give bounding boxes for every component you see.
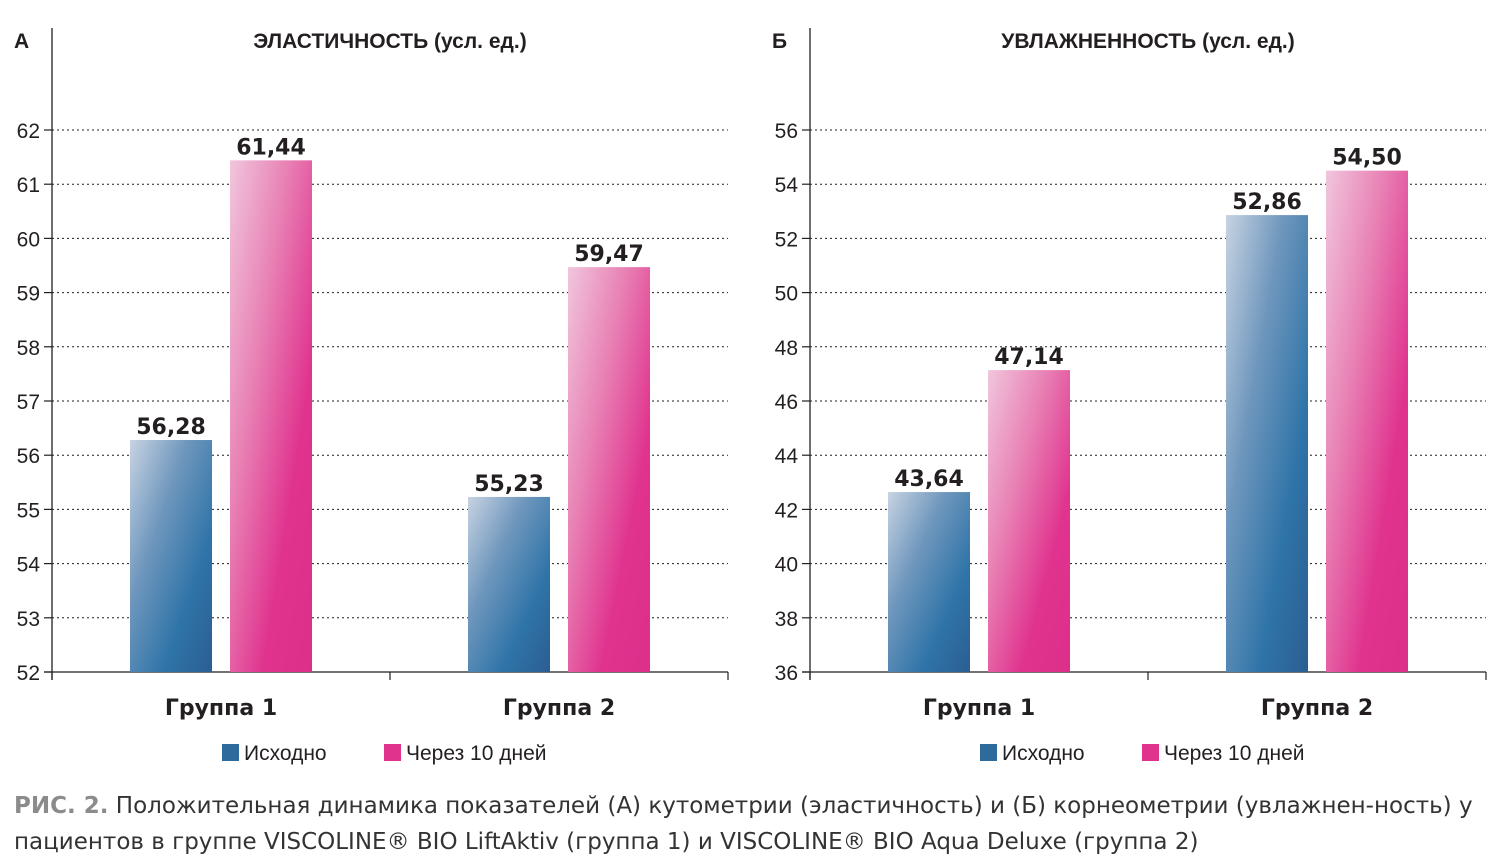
chart-1-bar-after: [230, 160, 312, 673]
chart-1-category-label: Группа 2: [503, 696, 615, 721]
chart-1-bar-baseline: [468, 496, 550, 672]
caption-text: Положительная динамика показателей (А) к…: [14, 793, 1473, 855]
caption-lead: РИС. 2.: [14, 793, 109, 819]
chart-1-y-tick-label: 53: [17, 608, 40, 631]
chart-1-title: ЭЛАСТИЧНОСТЬ (усл. ед.): [253, 30, 526, 53]
figure-caption: РИС. 2. Положительная динамика показател…: [14, 788, 1484, 860]
chart-1-y-tick-label: 60: [17, 228, 40, 251]
chart-2-bar-baseline: [888, 492, 970, 672]
chart-1-y-tick-label: 59: [17, 283, 40, 306]
chart-2-y-tick-label: 42: [775, 499, 798, 522]
chart-2-y-tick-label: 38: [775, 608, 798, 631]
chart-2-y-tick-label: 52: [775, 228, 798, 251]
chart-1-data-label: 59,47: [574, 242, 644, 267]
chart-1-y-tick-label: 55: [17, 499, 40, 522]
chart-2-y-tick-label: 54: [775, 174, 799, 197]
chart-2-y-tick-label: 40: [775, 554, 798, 577]
chart-1-bar-after: [568, 267, 650, 672]
chart-2-y-tick-label: 48: [775, 337, 798, 360]
chart-2-y-tick-label: 44: [775, 445, 799, 468]
chart-2-legend-swatch: [980, 744, 997, 761]
chart-1-bar-baseline: [130, 440, 212, 672]
chart-1-y-tick-label: 58: [17, 337, 40, 360]
chart-1-panel-letter: А: [14, 30, 29, 53]
chart-2-bar-after: [988, 370, 1070, 672]
chart-1-y-tick-label: 57: [17, 391, 40, 414]
chart-1-y-tick-label: 62: [17, 120, 40, 143]
chart-2-bar-after: [1326, 170, 1408, 672]
chart-2-data-label: 54,50: [1332, 146, 1402, 171]
chart-2-legend-swatch: [1142, 744, 1159, 761]
chart-1-data-label: 56,28: [136, 415, 206, 440]
chart-2-y-tick-label: 50: [775, 283, 798, 306]
chart-1-legend-label: Исходно: [244, 742, 327, 765]
chart-1-y-tick-label: 52: [17, 662, 40, 685]
chart-1-y-tick-label: 61: [17, 174, 40, 197]
chart-1-legend-swatch: [384, 744, 401, 761]
chart-1-data-label: 55,23: [474, 472, 544, 497]
chart-2-legend-label: Исходно: [1002, 742, 1085, 765]
chart-2-category-label: Группа 2: [1261, 696, 1373, 721]
chart-2-y-tick-label: 36: [775, 662, 798, 685]
chart-1-y-tick-label: 56: [17, 445, 40, 468]
chart-2-category-label: Группа 1: [923, 696, 1035, 721]
chart-2-data-label: 47,14: [994, 345, 1064, 370]
chart-2-y-tick-label: 56: [775, 120, 798, 143]
chart-1-y-tick-label: 54: [17, 554, 41, 577]
chart-1-legend-label: Через 10 дней: [406, 742, 547, 765]
chart-2-legend-label: Через 10 дней: [1164, 742, 1305, 765]
chart-1-legend-swatch: [222, 744, 239, 761]
chart-2-data-label: 52,86: [1232, 190, 1302, 215]
charts-figure: А ЭЛАСТИЧНОСТЬ (усл. ед.) 52 53 54 55 56 57 58 59…: [14, 28, 1487, 765]
chart-2-bar-baseline: [1226, 215, 1308, 672]
chart-1-category-label: Группа 1: [165, 696, 277, 721]
chart-2-y-tick-label: 46: [775, 391, 798, 414]
chart-2-panel-letter: Б: [772, 30, 787, 53]
chart-2-data-label: 43,64: [894, 467, 964, 492]
chart-2-title: УВЛАЖНЕННОСТЬ (усл. ед.): [1001, 30, 1295, 53]
chart-1-data-label: 61,44: [236, 135, 306, 160]
